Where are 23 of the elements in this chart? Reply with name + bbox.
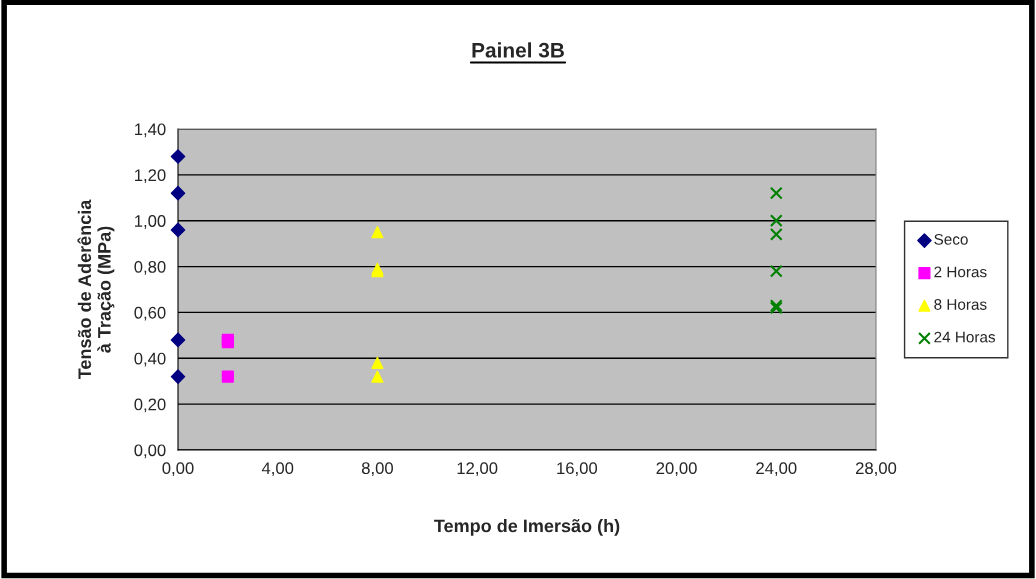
- legend-label: 8 Horas: [934, 299, 987, 310]
- legend-label: 24 Horas: [934, 331, 996, 343]
- x-tick-label: 12,00: [457, 462, 498, 477]
- legend-label: 2 Horas: [934, 266, 987, 278]
- x-axis-title: Tempo de Imersão (h): [434, 519, 620, 536]
- y-tick-label: 0,20: [134, 398, 166, 413]
- x-tick-label: 8,00: [361, 462, 393, 477]
- x-tick-label: 16,00: [557, 462, 598, 477]
- x-tick-label: 24,00: [756, 462, 797, 477]
- chart-title: Painel 3B: [472, 42, 564, 58]
- x-tick-label: 28,00: [855, 462, 897, 477]
- y-tick-label: 0,80: [134, 260, 166, 275]
- y-tick-label: 0,60: [134, 306, 166, 321]
- y-axis-title: Tensão de Aderência à Tração (MPa): [77, 199, 115, 380]
- y-tick-label: 0,00: [134, 444, 166, 459]
- x-tick-label: 20,00: [656, 462, 697, 477]
- x-tick-label: 4,00: [261, 462, 294, 477]
- y-tick-label: 1,00: [135, 215, 166, 229]
- y-tick-label: 1,40: [135, 123, 166, 138]
- y-tick-label: 1,20: [135, 169, 166, 184]
- x-tick-label: 0,00: [162, 462, 194, 477]
- y-tick-label: 0,40: [134, 352, 166, 367]
- legend-label: Seco: [934, 233, 968, 245]
